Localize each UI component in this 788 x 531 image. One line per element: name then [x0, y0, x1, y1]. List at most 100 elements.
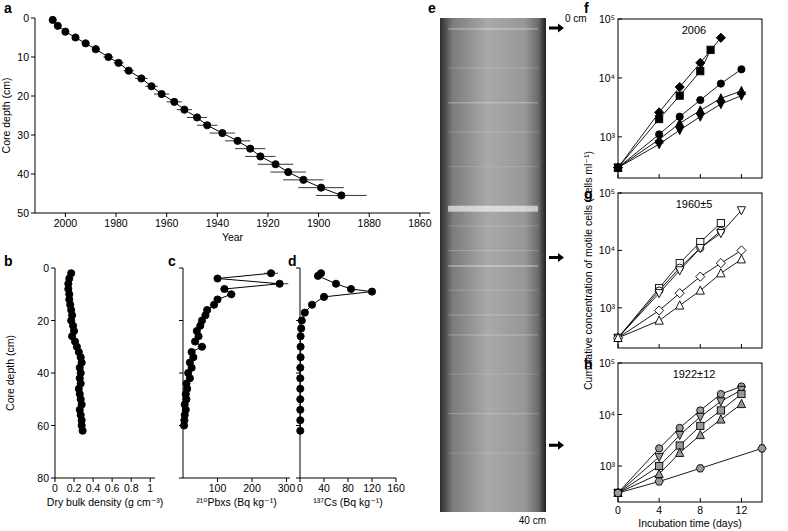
- core-image: [440, 18, 546, 512]
- data-line: [53, 20, 342, 196]
- x-tick: [659, 174, 660, 178]
- data-point: [675, 289, 684, 298]
- plot-area: [614, 383, 766, 498]
- data-point: [696, 58, 705, 67]
- data-point: [204, 122, 211, 129]
- data-point: [54, 22, 61, 29]
- x-tick: [700, 498, 701, 502]
- x-tick-label: 100: [209, 482, 227, 494]
- x-tick-label: 0.8: [124, 482, 139, 494]
- x-tick-label: 12: [736, 504, 748, 516]
- y-tick: [296, 478, 300, 479]
- x-tick-label: 0: [615, 504, 621, 516]
- data-point: [676, 301, 684, 309]
- depth-label: 40 cm: [519, 515, 546, 526]
- data-point: [272, 161, 279, 168]
- data-point: [171, 98, 178, 105]
- data-point: [297, 417, 304, 424]
- panel-title: 2006: [682, 24, 706, 36]
- y-tick-label: 60: [37, 420, 49, 432]
- data-point: [115, 59, 122, 66]
- core-layer: [448, 374, 538, 375]
- data-point: [737, 92, 745, 100]
- core-layer: [448, 413, 538, 414]
- data-line: [618, 91, 741, 168]
- data-point: [297, 375, 304, 382]
- y-tick: [618, 136, 622, 137]
- panel-title: 1960±5: [676, 198, 713, 210]
- y-tick: [31, 57, 35, 58]
- sample-arrow: [549, 253, 564, 262]
- data-point: [738, 390, 745, 397]
- data-point: [716, 259, 725, 268]
- data-point: [318, 184, 325, 191]
- x-tick: [741, 498, 742, 502]
- data-point: [298, 317, 305, 324]
- data-point: [676, 92, 683, 99]
- axes: 10³10⁴10⁵: [599, 13, 762, 178]
- y-tick: [618, 250, 622, 251]
- data-point: [614, 333, 622, 341]
- data-point: [332, 280, 339, 287]
- data-point: [717, 407, 724, 414]
- plot-area: [49, 16, 367, 199]
- x-tick: [618, 174, 619, 178]
- data-point: [737, 255, 745, 263]
- axes: 100200300: [179, 268, 295, 494]
- data-point: [285, 168, 292, 175]
- x-tick-label: 1940: [206, 217, 230, 229]
- plot-area: [613, 33, 745, 172]
- y-tick-label: 80: [37, 472, 49, 484]
- data-point: [738, 66, 745, 73]
- x-tick-label: 1900: [307, 217, 331, 229]
- data-point: [614, 164, 622, 172]
- x-tick-label: 0.6: [105, 482, 120, 494]
- data-point: [717, 390, 724, 397]
- data-point: [697, 244, 704, 251]
- data-point: [707, 46, 714, 53]
- data-point: [676, 448, 684, 456]
- y-tick: [179, 320, 183, 321]
- data-point: [297, 396, 304, 403]
- y-tick-label: 10⁴: [599, 72, 615, 84]
- data-line: [618, 394, 741, 493]
- data-point: [717, 100, 725, 108]
- data-point: [82, 40, 89, 47]
- x-tick-label: 0: [297, 482, 303, 494]
- y-tick-label: 10⁴: [599, 244, 615, 256]
- data-line: [618, 96, 741, 168]
- x-axis-label: ²¹⁰Pbxs (Bq kg⁻¹): [196, 496, 276, 508]
- x-tick: [618, 498, 619, 502]
- x-tick-label: 1860: [408, 217, 432, 229]
- y-tick: [179, 373, 183, 374]
- data-point: [301, 309, 308, 316]
- x-tick-label: 200: [243, 482, 261, 494]
- data-line: [618, 386, 741, 492]
- data-line: [618, 259, 741, 338]
- data-point: [228, 291, 235, 298]
- data-point: [696, 244, 704, 252]
- data-point: [297, 385, 304, 392]
- x-axis: [183, 478, 290, 479]
- data-point: [300, 176, 307, 183]
- core-layer: [448, 206, 538, 212]
- data-point: [697, 422, 704, 429]
- core-layer: [448, 265, 538, 267]
- data-point: [717, 269, 725, 277]
- data-line: [300, 273, 372, 431]
- y-tick: [618, 414, 622, 415]
- x-tick-label: 4: [656, 504, 662, 516]
- core-layer: [448, 67, 538, 68]
- data-point: [181, 106, 188, 113]
- panel-title: 1922±12: [673, 368, 716, 380]
- core-layer: [448, 166, 538, 167]
- data-point: [614, 489, 622, 496]
- y-tick: [31, 213, 35, 214]
- core-layer: [448, 250, 538, 251]
- data-point: [614, 489, 621, 496]
- data-point: [193, 114, 200, 121]
- y-tick: [51, 478, 55, 479]
- y-tick-label: 0: [43, 262, 49, 274]
- data-point: [180, 422, 187, 429]
- data-point: [247, 145, 254, 152]
